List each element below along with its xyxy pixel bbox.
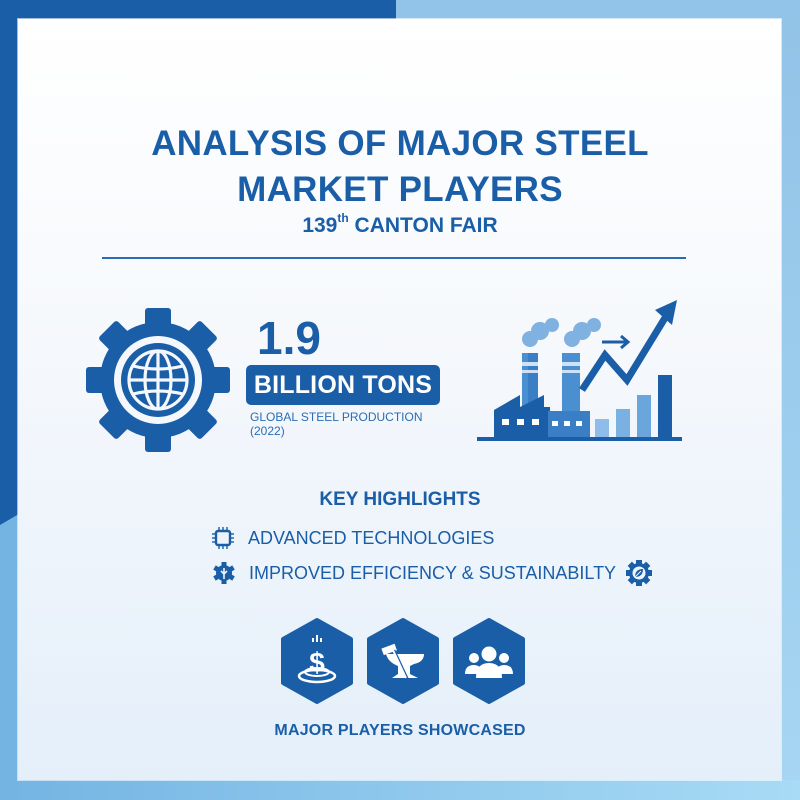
subtitle: 139th CANTON FAIR [0, 211, 800, 238]
gear-leaf-icon [213, 562, 235, 584]
stat-unit-badge: BILLION TONS [246, 365, 440, 405]
title-line-1: ANALYSIS OF MAJOR STEEL [151, 124, 649, 163]
subtitle-ordinal: th [337, 211, 349, 225]
people-group-icon [453, 618, 525, 704]
svg-text:$: $ [309, 647, 325, 678]
highlight-item: ADVANCED TECHNOLOGIES [212, 527, 494, 549]
border-bottom [0, 780, 800, 800]
major-players-icons: $ [278, 618, 528, 706]
gear-globe-icon [86, 308, 230, 452]
highlight-item: IMPROVED EFFICIENCY & SUSTAINABILTY [213, 560, 653, 586]
stat-caption-line-2: (2022) [250, 424, 285, 438]
highlight-label: ADVANCED TECHNOLOGIES [248, 527, 495, 548]
major-players-caption: MAJOR PLAYERS SHOWCASED [274, 722, 526, 739]
stat-caption-line-1: GLOBAL STEEL PRODUCTION [250, 410, 423, 424]
highlight-label: IMPROVED EFFICIENCY & SUSTAINABILTY [249, 562, 617, 583]
title-line-2: MARKET PLAYERS [237, 170, 563, 209]
subtitle-number: 139 [302, 214, 338, 237]
border-left-dark [0, 0, 18, 525]
factory-growth-chart-icon [477, 300, 682, 441]
dollar-coin-icon: $ [281, 618, 353, 704]
border-left-light [0, 510, 18, 800]
border-top-light [396, 0, 800, 20]
microchip-icon [212, 527, 234, 549]
key-highlights-title: KEY HIGHLIGHTS [319, 489, 481, 510]
stat-caption: GLOBAL STEEL PRODUCTION (2022) [250, 410, 450, 438]
anvil-hammer-icon [367, 618, 439, 704]
divider [102, 257, 686, 259]
page-title: ANALYSIS OF MAJOR STEEL MARKET PLAYERS [0, 121, 800, 213]
stat-value: 1.9 [257, 312, 321, 364]
border-top-dark [0, 0, 396, 20]
gear-leaf-icon [626, 560, 653, 586]
border-right [780, 0, 800, 800]
subtitle-text: CANTON FAIR [348, 214, 498, 237]
